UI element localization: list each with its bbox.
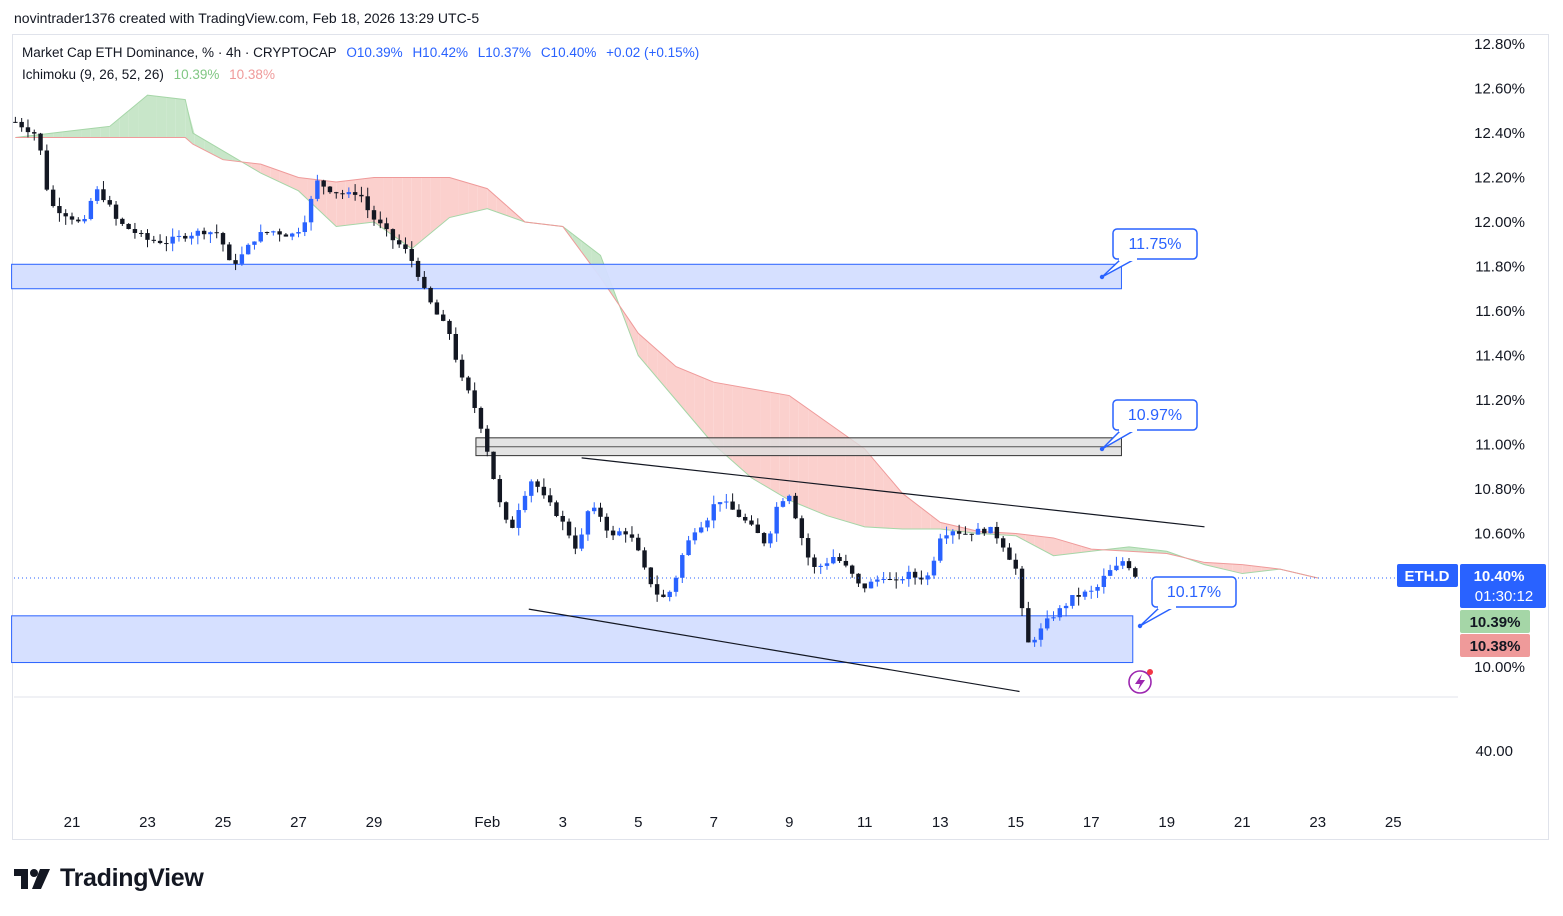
tradingview-logo-icon xyxy=(14,868,50,889)
ohlc-low: L10.37% xyxy=(477,45,532,60)
ohlc-change: +0.02 (+0.15%) xyxy=(606,45,700,60)
symbol-legend[interactable]: Market Cap ETH Dominance, % · 4h · CRYPT… xyxy=(22,45,705,60)
indicator-value-span-a: 10.39% xyxy=(173,67,220,82)
chart-frame xyxy=(12,34,1549,840)
tradingview-wordmark: TradingView xyxy=(60,864,204,892)
ohlc-open: O10.39% xyxy=(346,45,403,60)
chart-attribution: novintrader1376 created with TradingView… xyxy=(14,10,480,26)
indicator-legend[interactable]: Ichimoku (9, 26, 52, 26) 10.39% 10.38% xyxy=(22,67,281,82)
indicator-title: Ichimoku (9, 26, 52, 26) xyxy=(22,67,164,82)
symbol-title: Market Cap ETH Dominance, % · 4h · CRYPT… xyxy=(22,45,337,60)
ohlc-high: H10.42% xyxy=(412,45,468,60)
ohlc-close: C10.40% xyxy=(540,45,597,60)
indicator-value-span-b: 10.38% xyxy=(229,67,275,82)
tradingview-logo[interactable]: TradingView xyxy=(14,864,204,893)
